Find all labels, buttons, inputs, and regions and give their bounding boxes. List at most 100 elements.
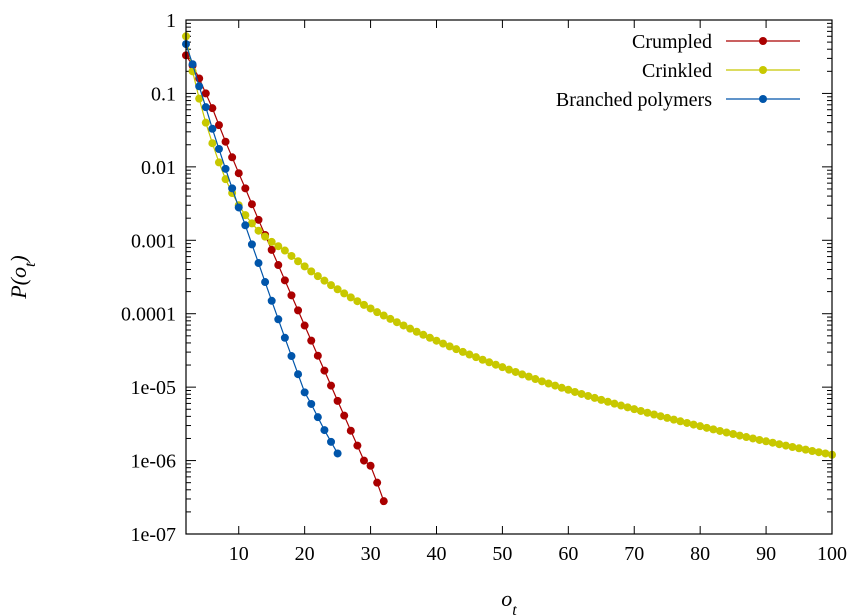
data-point	[320, 426, 329, 435]
data-point	[346, 293, 355, 302]
data-point	[702, 423, 711, 432]
y-tick-label: 1e-06	[130, 451, 176, 473]
data-point	[663, 413, 672, 422]
data-point	[201, 103, 210, 112]
data-point	[597, 395, 606, 404]
data-point	[280, 246, 289, 255]
data-point	[221, 175, 230, 184]
data-point	[584, 391, 593, 400]
data-point	[419, 330, 428, 339]
legend-item: Crumpled	[632, 31, 800, 53]
data-point	[458, 347, 467, 356]
data-point	[498, 363, 507, 372]
data-point	[650, 410, 659, 419]
legend-marker	[759, 95, 767, 103]
y-axis-ticks: 1e-07 1e-06 1e-05 0.0001 0.001 0.01 0.1 1	[121, 10, 832, 546]
data-point	[366, 461, 375, 470]
data-point	[603, 397, 612, 406]
data-point	[814, 448, 823, 457]
data-point	[300, 321, 309, 330]
data-point	[208, 139, 217, 148]
data-point	[353, 441, 362, 450]
data-point	[254, 259, 263, 268]
y-tick-label: 0.1	[151, 83, 176, 105]
data-point	[696, 422, 705, 431]
data-point	[445, 342, 454, 351]
data-point	[524, 372, 533, 381]
data-point	[577, 389, 586, 398]
data-point	[623, 403, 632, 412]
data-point	[359, 456, 368, 465]
data-point	[254, 215, 263, 224]
data-point	[544, 379, 553, 388]
data-point	[327, 381, 336, 390]
x-tick-label: 40	[426, 543, 446, 565]
data-point	[195, 94, 204, 103]
data-point	[781, 441, 790, 450]
data-point	[735, 431, 744, 440]
x-tick-label: 80	[690, 543, 710, 565]
data-point	[201, 118, 210, 127]
data-point	[425, 333, 434, 342]
data-point	[392, 318, 401, 327]
x-tick-label: 90	[756, 543, 776, 565]
legend-label: Crinkled	[642, 60, 712, 82]
data-point	[221, 137, 230, 146]
data-point	[531, 375, 540, 384]
data-point	[195, 82, 204, 91]
data-point	[518, 370, 527, 379]
legend-item: Crinkled	[642, 60, 800, 82]
data-point	[472, 353, 481, 362]
y-tick-label: 0.001	[131, 230, 176, 252]
x-axis-ticks: 10 20 30 40 50 60 70 80 90 100	[229, 20, 847, 565]
data-point	[300, 262, 309, 271]
data-point	[208, 124, 217, 133]
x-tick-label: 100	[817, 543, 847, 565]
data-point	[294, 306, 303, 315]
data-point	[386, 314, 395, 323]
legend: Crumpled Crinkled Branched polymers	[556, 31, 800, 111]
data-point	[379, 311, 388, 320]
data-point	[261, 278, 270, 287]
data-point	[669, 415, 678, 424]
data-point	[373, 478, 382, 487]
data-point	[412, 327, 421, 336]
data-point	[373, 308, 382, 317]
data-point	[366, 304, 375, 313]
data-point	[537, 377, 546, 386]
data-point	[313, 351, 322, 360]
data-point	[208, 104, 217, 113]
data-point	[287, 352, 296, 361]
data-point	[808, 447, 817, 455]
data-point	[307, 399, 316, 408]
data-point	[340, 411, 349, 420]
x-tick-label: 50	[492, 543, 512, 565]
data-point	[333, 449, 342, 458]
data-point	[287, 251, 296, 260]
data-point	[656, 412, 665, 421]
data-point	[241, 184, 250, 193]
data-point	[327, 281, 336, 290]
data-point	[201, 89, 210, 98]
data-point	[346, 426, 355, 435]
y-axis-label-close: )	[6, 255, 31, 264]
data-point	[406, 324, 415, 333]
data-point	[294, 257, 303, 266]
data-point	[722, 428, 731, 437]
data-point	[254, 226, 263, 235]
y-axis-label-subscript: t	[22, 262, 39, 267]
data-point	[241, 221, 250, 230]
data-point	[432, 336, 441, 345]
data-point	[801, 445, 810, 454]
data-point	[465, 350, 474, 359]
data-point	[742, 433, 751, 442]
data-point	[247, 240, 256, 249]
x-axis-label-subscript: t	[512, 602, 517, 616]
data-point	[768, 438, 777, 447]
legend-label: Crumpled	[632, 31, 712, 53]
data-point	[320, 276, 329, 285]
series-crumpled	[182, 51, 388, 506]
plot-frame	[185, 19, 833, 535]
data-point	[636, 406, 645, 415]
